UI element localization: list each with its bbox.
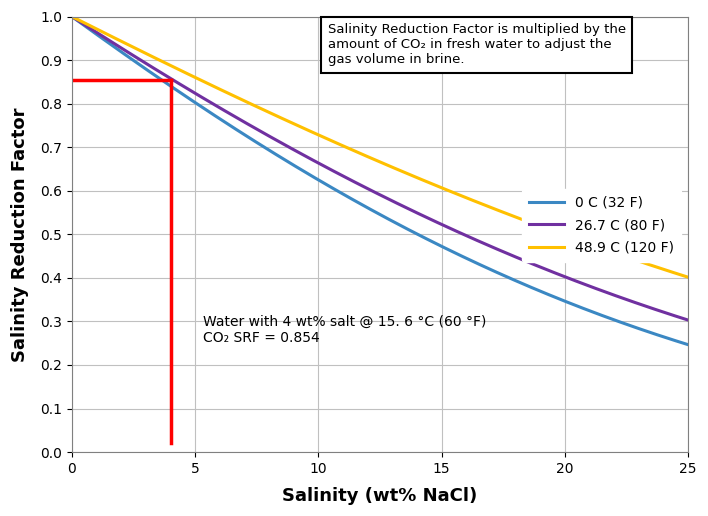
Line: 0 C (32 F): 0 C (32 F) — [72, 17, 688, 345]
48.9 C (120 F) — [68, 13, 76, 20]
26.7 C (80 F) — [364, 186, 372, 192]
0 C (32 F) — [573, 303, 581, 309]
Y-axis label: Salinity Reduction Factor: Salinity Reduction Factor — [11, 107, 29, 362]
Line: 48.9 C (120 F): 48.9 C (120 F) — [72, 17, 688, 277]
48.9 C (120 F) — [684, 274, 692, 280]
26.7 C (80 F) — [573, 278, 581, 284]
26.7 C (80 F) — [68, 13, 76, 20]
48.9 C (120 F) — [573, 237, 581, 243]
48.9 C (120 F) — [401, 170, 410, 176]
Line: 26.7 C (80 F): 26.7 C (80 F) — [72, 17, 688, 320]
48.9 C (120 F) — [360, 152, 369, 158]
0 C (32 F) — [401, 225, 410, 231]
Legend: 0 C (32 F), 26.7 C (80 F), 48.9 C (120 F): 0 C (32 F), 26.7 C (80 F), 48.9 C (120 F… — [523, 189, 681, 262]
0 C (32 F) — [435, 242, 443, 248]
26.7 C (80 F) — [435, 220, 443, 226]
Text: Salinity Reduction Factor is multiplied by the
amount of CO₂ in fresh water to a: Salinity Reduction Factor is multiplied … — [328, 23, 626, 66]
26.7 C (80 F) — [669, 312, 678, 318]
0 C (32 F) — [684, 342, 692, 348]
26.7 C (80 F) — [360, 184, 369, 190]
0 C (32 F) — [669, 337, 678, 343]
48.9 C (120 F) — [364, 154, 372, 160]
26.7 C (80 F) — [684, 317, 692, 323]
0 C (32 F) — [364, 205, 372, 211]
X-axis label: Salinity (wt% NaCl): Salinity (wt% NaCl) — [282, 487, 478, 505]
26.7 C (80 F) — [401, 204, 410, 211]
0 C (32 F) — [68, 13, 76, 20]
48.9 C (120 F) — [669, 269, 678, 276]
48.9 C (120 F) — [435, 184, 443, 190]
0 C (32 F) — [360, 203, 369, 209]
Text: Water with 4 wt% salt @ 15. 6 °C (60 °F)
CO₂ SRF = 0.854: Water with 4 wt% salt @ 15. 6 °C (60 °F)… — [202, 315, 486, 345]
